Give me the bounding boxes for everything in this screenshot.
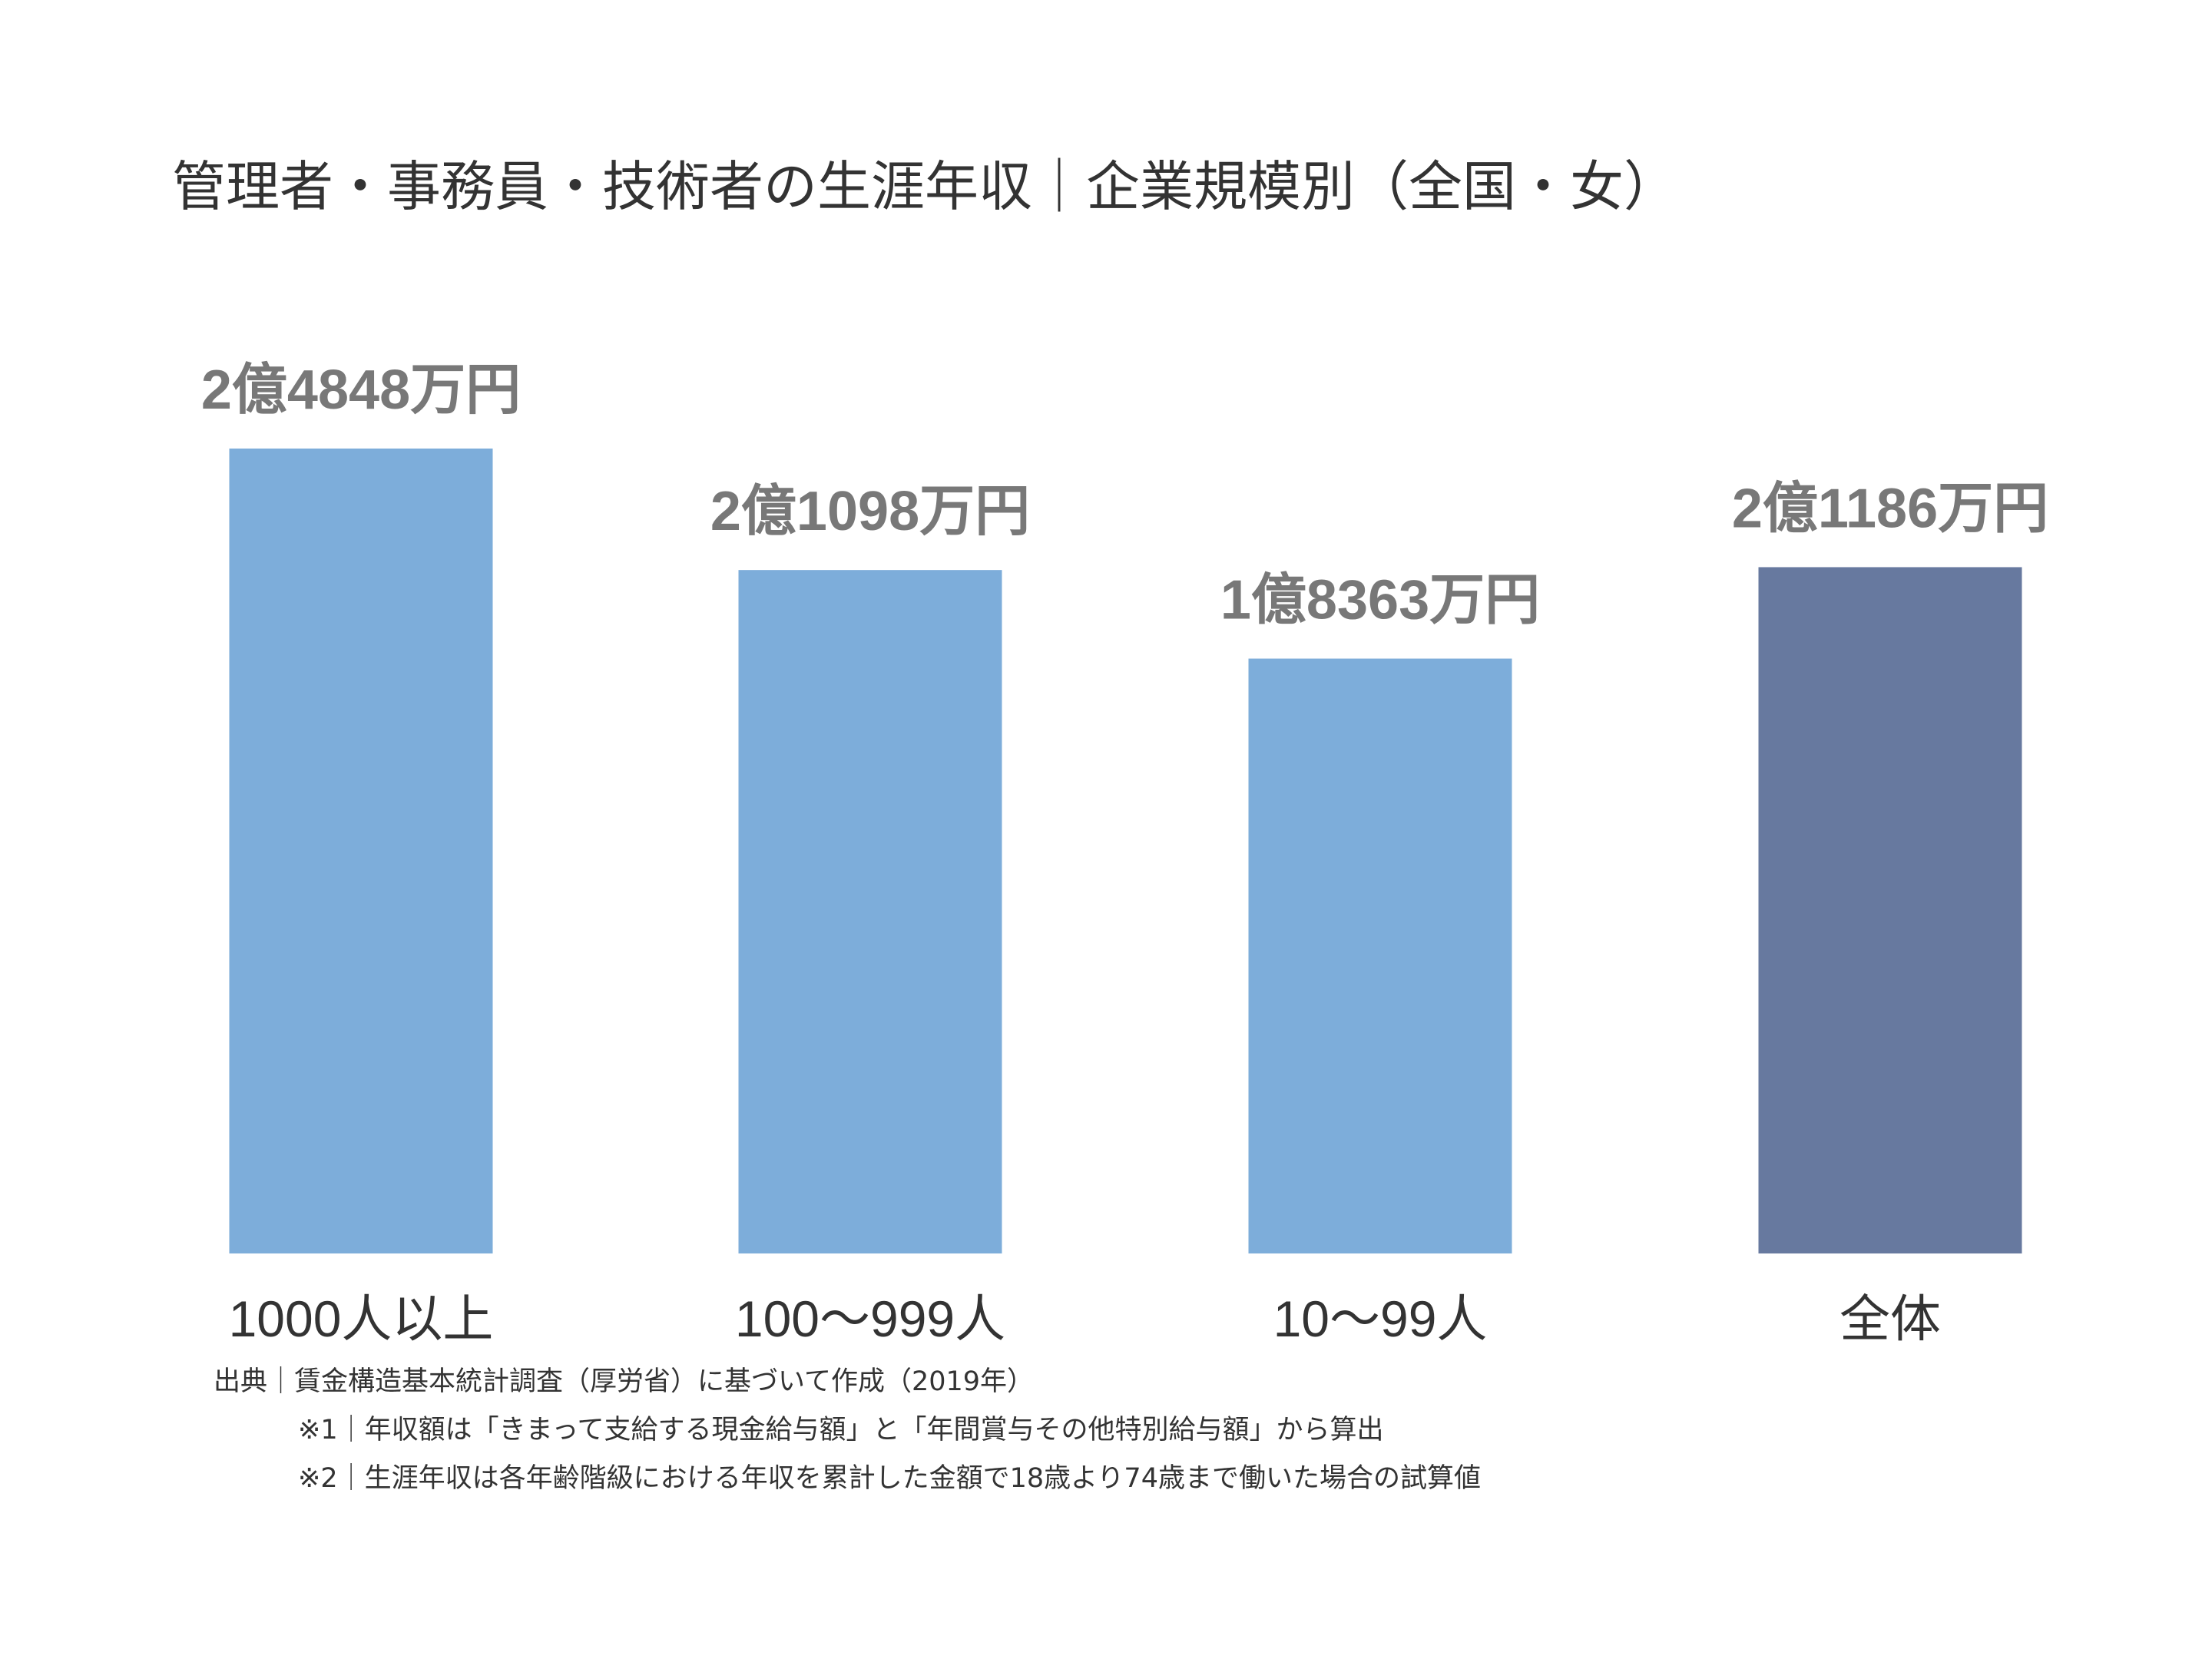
data-label-2: 1億8363万円 bbox=[1220, 570, 1540, 631]
source-footnote: 出典｜賃金構造基本統計調査（厚労省）に基づいて作成（2019年） bbox=[214, 1366, 1035, 1397]
category-label-2: 10〜99人 bbox=[1273, 1290, 1488, 1347]
category-label-3: 全体 bbox=[1839, 1290, 1941, 1347]
category-label-0: 1000人以上 bbox=[229, 1290, 494, 1347]
footnote-1: ※1｜年収額は「きまって支給する現金給与額」と「年間賞与その他特別給与額」から算… bbox=[298, 1415, 1384, 1445]
footnote-2: ※2｜生涯年収は各年齢階級における年収を累計した金額で18歳より74歳まで働いた… bbox=[298, 1463, 1481, 1494]
data-label-0: 2億4848万円 bbox=[201, 359, 521, 421]
bar-0 bbox=[229, 449, 493, 1253]
data-label-3: 2億1186万円 bbox=[1732, 478, 2048, 539]
footnotes: 出典｜賃金構造基本統計調査（厚労省）に基づいて作成（2019年） ※1｜年収額は… bbox=[214, 1369, 1481, 1514]
bar-1 bbox=[738, 570, 1002, 1253]
bar-3 bbox=[1758, 567, 2022, 1253]
category-label-1: 100〜999人 bbox=[735, 1290, 1005, 1347]
chart-title: 管理者・事務員・技術者の生涯年収｜企業規模別（全国・女） bbox=[172, 155, 1677, 218]
bar-2 bbox=[1248, 658, 1512, 1253]
data-label-1: 2億1098万円 bbox=[710, 481, 1030, 542]
